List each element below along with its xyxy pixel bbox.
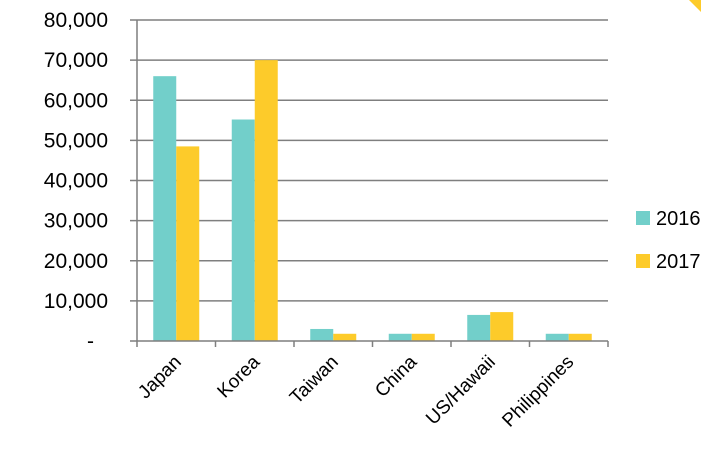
- bar-2016-china: [388, 333, 412, 341]
- legend-label: 2016: [656, 208, 701, 230]
- y-tick-label: 10,000: [44, 290, 108, 313]
- bar-2017-us-hawaii: [490, 312, 514, 341]
- y-tick-label: 70,000: [44, 49, 108, 72]
- bar-2016-philippines: [545, 333, 569, 341]
- bar-2016-korea: [231, 119, 255, 341]
- bar-2016-japan: [153, 76, 177, 342]
- gridlines: [130, 19, 608, 302]
- y-tick-label: 40,000: [44, 170, 108, 193]
- bar-2017-japan: [176, 146, 200, 341]
- y-tick-label: 30,000: [44, 210, 108, 233]
- y-tick-label: 80,000: [44, 9, 108, 32]
- y-axis-tick-labels: - 10,000 20,000 30,000 40,000 50,000 60,000 70,…: [44, 9, 108, 353]
- bars: [153, 60, 592, 342]
- y-tick-label: 20,000: [44, 250, 108, 273]
- axes: [130, 20, 609, 347]
- bar-2016-taiwan: [310, 328, 334, 341]
- x-axis-category-labels: Japan Korea Taiwan China US/HawaiiPhilippine…: [134, 351, 578, 431]
- y-tick-label: -: [87, 330, 94, 353]
- bar-2017-china: [411, 333, 435, 341]
- corner-accent: [689, 0, 701, 12]
- x-tick-label: Korea: [214, 351, 265, 402]
- bar-2017-philippines: [568, 333, 592, 341]
- x-tick-label: Japan: [134, 352, 185, 403]
- legend-swatch: [636, 211, 650, 225]
- legend-swatch: [636, 254, 650, 268]
- y-tick-label: 50,000: [44, 129, 108, 152]
- bar-2017-korea: [254, 60, 278, 341]
- x-tick-label: China: [371, 351, 421, 401]
- x-tick-label: Philippines: [498, 352, 578, 432]
- x-tick-label: US/Hawaii: [422, 352, 500, 430]
- legend: 2016 2017: [636, 208, 701, 273]
- bar-2016-us-hawaii: [467, 314, 491, 341]
- bar-2017-taiwan: [333, 333, 357, 341]
- legend-label: 2017: [656, 251, 701, 273]
- y-tick-label: 60,000: [44, 89, 108, 112]
- x-tick-label: Taiwan: [286, 352, 343, 409]
